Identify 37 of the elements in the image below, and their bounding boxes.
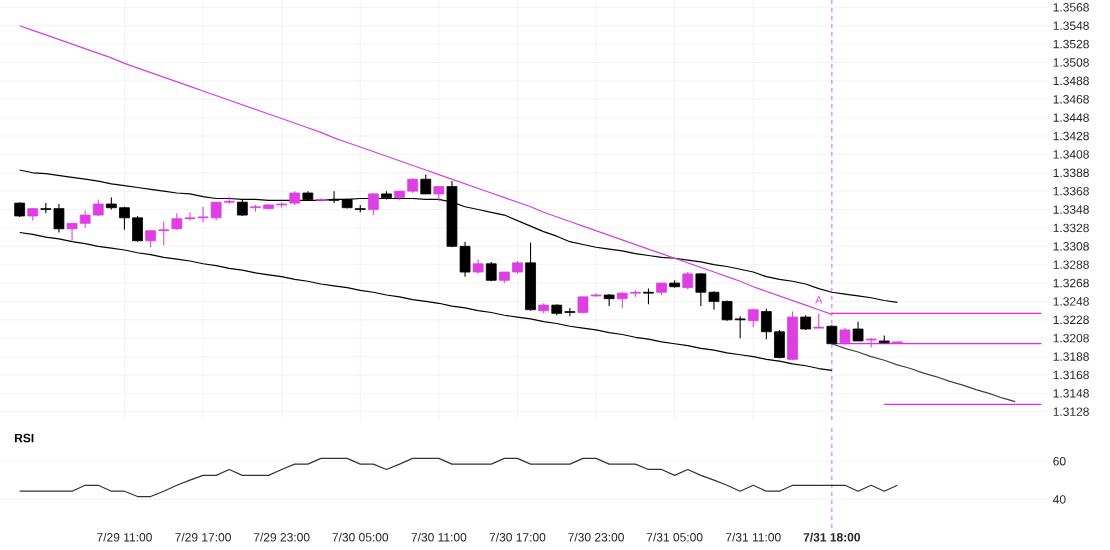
y-tick-label: 1.3488: [1053, 76, 1089, 86]
x-tick-label: 7/29 23:00: [253, 532, 310, 542]
y-tick-label: 1.3428: [1053, 131, 1089, 141]
y-tick-label: 1.3448: [1053, 113, 1089, 122]
x-tick-label: 7/30 23:00: [568, 532, 624, 542]
x-tick-label: 7/30 05:00: [332, 532, 389, 542]
y-tick-label: 60: [1053, 456, 1066, 466]
y-tick-label: 1.3208: [1053, 333, 1089, 343]
y-tick-label: 1.3508: [1053, 58, 1089, 67]
y-tick-label: 1.3468: [1053, 95, 1089, 104]
y-tick-label: 1.3568: [1053, 3, 1089, 12]
y-tick-label: 1.3368: [1053, 186, 1089, 196]
y-tick-label: 1.3188: [1053, 352, 1089, 361]
y-tick-label: 1.3328: [1053, 223, 1089, 233]
text: RSI: [14, 433, 34, 443]
x-tick-label: 7/30 17:00: [489, 532, 546, 542]
x-tick-label: 7/29 17:00: [175, 532, 231, 542]
y-tick-label: 1.3308: [1053, 242, 1089, 251]
x-tick-label: 7/31 05:00: [646, 532, 703, 542]
x-tick-label: 7/31 11:00: [725, 532, 781, 542]
x-tick-label: 7/29 11:00: [97, 532, 152, 542]
y-tick-label: 1.3408: [1053, 150, 1089, 159]
y-tick-label: 1.3528: [1053, 39, 1089, 49]
y-tick-label: 1.3348: [1053, 205, 1089, 214]
y-tick-label: 1.3148: [1053, 389, 1089, 398]
y-tick-label: 1.3288: [1053, 260, 1089, 269]
x-tick-label: 7/30 11:00: [411, 532, 467, 542]
y-tick-label: 1.3388: [1053, 168, 1089, 178]
y-tick-label: 1.3268: [1053, 278, 1089, 288]
y-tick-label: 1.3168: [1053, 370, 1089, 380]
y-tick-label: 1.3128: [1053, 407, 1089, 416]
y-tick-label: 1.3228: [1053, 315, 1089, 325]
annotation: A: [815, 296, 823, 304]
y-tick-label: 1.3248: [1053, 297, 1089, 306]
y-tick-label: 40: [1052, 495, 1066, 504]
x-tick-label: 7/31 18:00: [803, 532, 861, 542]
y-tick-label: 1.3548: [1053, 21, 1089, 30]
